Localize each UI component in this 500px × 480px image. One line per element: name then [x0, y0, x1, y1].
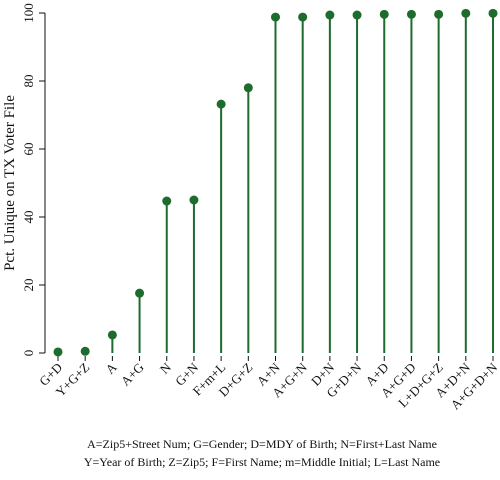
footnote: A=Zip5+Street Num; G=Gender; D=MDY of Bi… [87, 437, 437, 451]
x-tick-label: A+G [118, 360, 147, 389]
dot [216, 99, 226, 109]
dot [162, 196, 172, 206]
y-axis-label: Pct. Unique on TX Voter File [2, 95, 18, 271]
y-tick-label: 40 [21, 211, 36, 224]
y-tick-label: 20 [21, 279, 36, 292]
x-tick-label: A [102, 359, 120, 377]
x-tick-label: N [157, 359, 175, 377]
dot [243, 83, 253, 93]
y-tick-label: 0 [21, 350, 36, 357]
dot [80, 346, 90, 356]
dot [189, 195, 199, 205]
dot [352, 10, 362, 20]
dot [107, 330, 117, 340]
dot [271, 12, 280, 22]
dot [461, 8, 471, 18]
dot [298, 12, 308, 22]
y-tick-label: 60 [21, 143, 36, 156]
dot [53, 347, 63, 357]
dot [488, 8, 498, 18]
dot [379, 9, 389, 19]
dot [434, 9, 444, 19]
dot [406, 9, 416, 19]
y-tick-label: 100 [21, 3, 36, 23]
footnote: Y=Year of Birth; Z=Zip5; F=First Name; m… [84, 455, 440, 469]
y-tick-label: 80 [21, 75, 36, 88]
dot [135, 288, 145, 298]
dot [325, 10, 335, 20]
